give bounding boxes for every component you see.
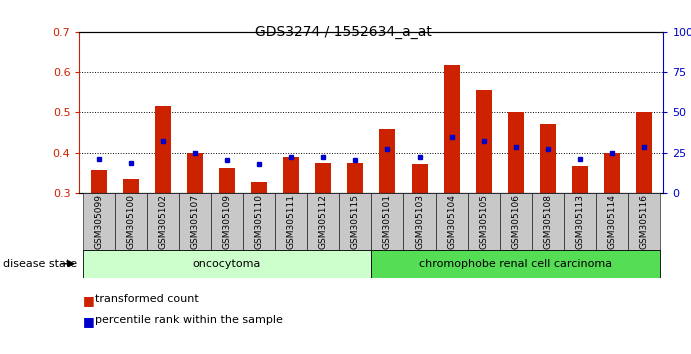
Bar — [187, 153, 203, 193]
Bar — [283, 157, 299, 193]
Text: GSM305109: GSM305109 — [223, 194, 231, 249]
Bar — [475, 90, 492, 193]
Bar — [315, 163, 331, 193]
Bar — [444, 65, 460, 193]
Bar — [251, 182, 267, 193]
Text: transformed count: transformed count — [95, 294, 198, 304]
Text: GSM305106: GSM305106 — [511, 194, 520, 249]
Text: GSM305115: GSM305115 — [351, 194, 360, 249]
Text: GSM305116: GSM305116 — [640, 194, 649, 249]
Text: percentile rank within the sample: percentile rank within the sample — [95, 315, 283, 325]
Bar — [596, 193, 628, 250]
Text: GSM305107: GSM305107 — [191, 194, 200, 249]
Bar — [540, 125, 556, 193]
Bar — [628, 193, 660, 250]
Text: GSM305105: GSM305105 — [479, 194, 489, 249]
Bar — [435, 193, 468, 250]
Bar — [155, 106, 171, 193]
Text: GSM305104: GSM305104 — [447, 194, 456, 249]
Bar — [636, 113, 652, 193]
Bar — [219, 168, 235, 193]
Text: GSM305108: GSM305108 — [543, 194, 552, 249]
Bar — [115, 193, 146, 250]
Bar — [91, 170, 106, 193]
Bar — [83, 250, 371, 278]
Bar — [604, 153, 620, 193]
Text: GSM305114: GSM305114 — [607, 194, 616, 249]
Text: GDS3274 / 1552634_a_at: GDS3274 / 1552634_a_at — [254, 25, 431, 39]
Text: oncocytoma: oncocytoma — [193, 259, 261, 269]
Text: chromophobe renal cell carcinoma: chromophobe renal cell carcinoma — [419, 259, 612, 269]
Text: GSM305099: GSM305099 — [94, 194, 103, 249]
Text: GSM305110: GSM305110 — [254, 194, 264, 249]
Bar — [572, 166, 588, 193]
Bar — [500, 193, 532, 250]
Bar — [211, 193, 243, 250]
Bar — [275, 193, 307, 250]
Text: ■: ■ — [83, 315, 95, 328]
Text: disease state: disease state — [3, 259, 77, 269]
Bar — [243, 193, 275, 250]
Bar — [371, 193, 404, 250]
Bar — [379, 129, 395, 193]
Bar — [412, 164, 428, 193]
Text: GSM305100: GSM305100 — [126, 194, 135, 249]
Bar — [307, 193, 339, 250]
Bar — [532, 193, 564, 250]
Bar — [468, 193, 500, 250]
Bar — [339, 193, 371, 250]
Text: ■: ■ — [83, 294, 95, 307]
Text: GSM305101: GSM305101 — [383, 194, 392, 249]
Bar — [123, 179, 139, 193]
Bar — [404, 193, 435, 250]
Bar — [348, 163, 363, 193]
Text: GSM305113: GSM305113 — [576, 194, 585, 249]
Bar — [564, 193, 596, 250]
Bar — [146, 193, 179, 250]
Bar — [508, 113, 524, 193]
Bar — [179, 193, 211, 250]
Text: GSM305111: GSM305111 — [287, 194, 296, 249]
Bar — [83, 193, 115, 250]
Text: GSM305103: GSM305103 — [415, 194, 424, 249]
Text: GSM305112: GSM305112 — [319, 194, 328, 249]
Text: GSM305102: GSM305102 — [158, 194, 167, 249]
Bar — [371, 250, 660, 278]
